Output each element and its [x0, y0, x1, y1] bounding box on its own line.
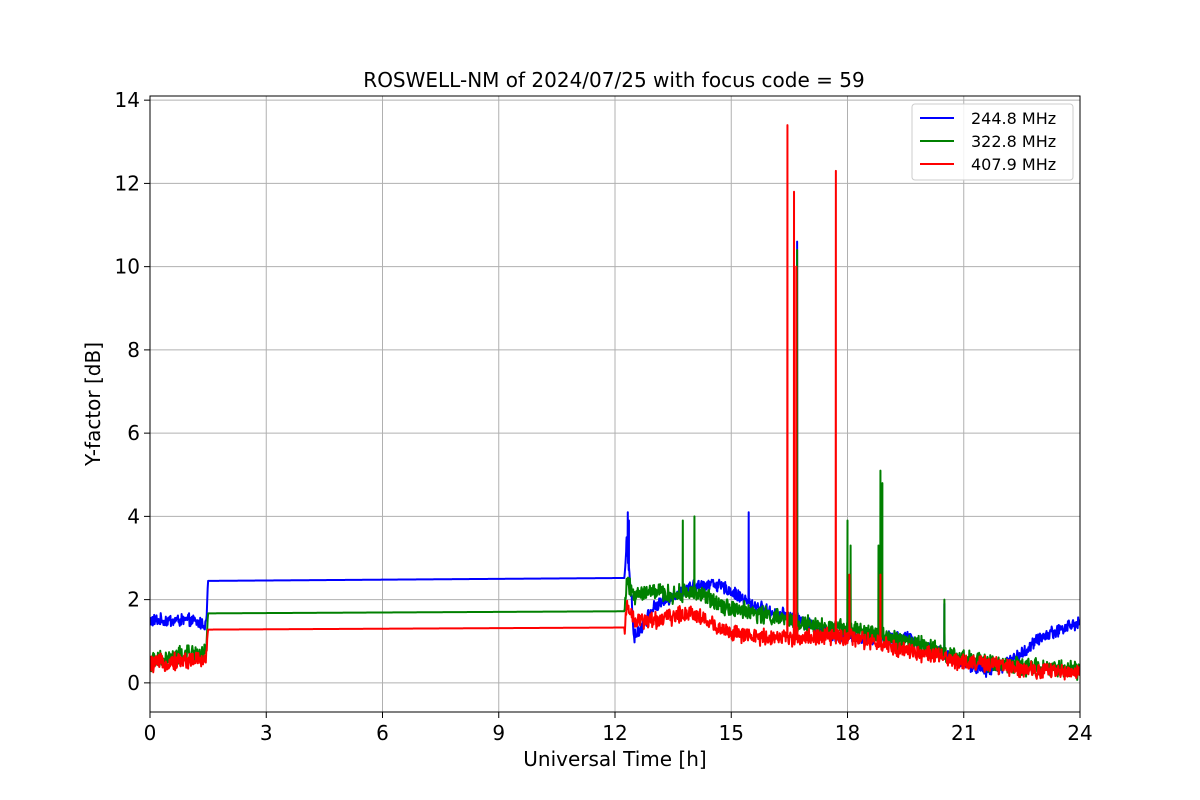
x-axis-label: Universal Time [h]: [523, 747, 706, 771]
y-tick-label: 14: [115, 88, 140, 112]
series-line-407-9-mhz: [150, 124, 1080, 681]
x-tick-label: 0: [144, 721, 157, 745]
x-tick-label: 9: [492, 721, 505, 745]
x-tick-label: 3: [260, 721, 273, 745]
legend-label: 407.9 MHz: [971, 155, 1056, 174]
legend: 244.8 MHz 322.8 MHz 407.9 MHz: [911, 103, 1074, 181]
x-tick-label: 15: [719, 721, 744, 745]
series-line-322-8-mhz: [150, 249, 1080, 681]
x-tick-label: 24: [1067, 721, 1092, 745]
series-layer: [150, 124, 1080, 681]
plot-area: [150, 124, 1080, 681]
y-tick-label: 10: [115, 255, 140, 279]
y-tick-label: 12: [115, 171, 140, 195]
y-axis-label: Y-factor [dB]: [81, 342, 105, 467]
x-tick-label: 18: [835, 721, 860, 745]
legend-label: 322.8 MHz: [971, 132, 1056, 151]
legend-box: [911, 103, 1074, 181]
x-tick-label: 6: [376, 721, 389, 745]
x-tick-label: 21: [951, 721, 976, 745]
y-tick-label: 2: [127, 588, 140, 612]
y-tick-label: 8: [127, 338, 140, 362]
y-tick-label: 6: [127, 421, 140, 445]
chart-title: ROSWELL-NM of 2024/07/25 with focus code…: [363, 68, 864, 92]
legend-label: 244.8 MHz: [971, 109, 1056, 128]
y-tick-label: 4: [127, 504, 140, 528]
x-tick-label: 12: [602, 721, 627, 745]
y-tick-label: 0: [127, 671, 140, 695]
